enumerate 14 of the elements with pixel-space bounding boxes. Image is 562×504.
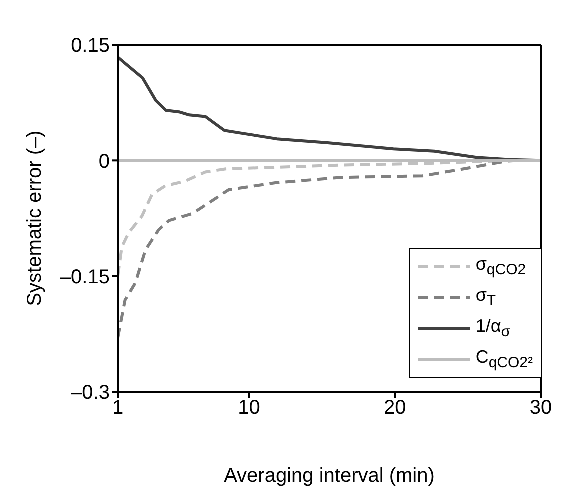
legend-label: C$_{qCO2²}$ [476,347,533,372]
y-tick-label: –0.3 [71,382,110,404]
y-tick-label: 0.15 [71,35,110,58]
x-tick-label: 10 [238,397,260,420]
x-tick-label: 30 [530,397,552,420]
y-tick-label: –0.15 [60,266,110,288]
legend-label: σ$_{T}$ [476,285,496,310]
legend-label: σ$_{qCO2}$ [476,254,526,279]
y-axis-title: Systematic error (–) [24,130,46,306]
y-tick-label: 0 [98,150,110,173]
x-tick-label: 1 [112,397,124,420]
legend-label: 1/α$_{σ}$ [476,316,510,341]
x-tick-label: 20 [384,397,406,420]
x-axis-title: Averaging interval (min) [224,465,435,487]
